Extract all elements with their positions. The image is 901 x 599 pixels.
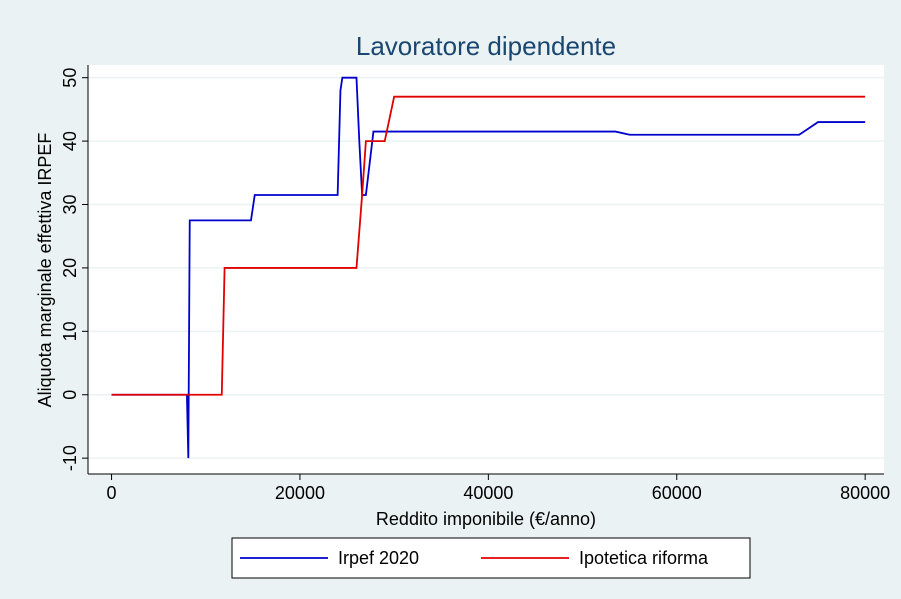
y-tick-label: 30 <box>60 194 80 214</box>
y-tick-label: -10 <box>60 445 80 471</box>
lines <box>111 76 866 459</box>
x-tick-label: 60000 <box>652 483 702 503</box>
y-tick-label: 20 <box>60 258 80 278</box>
chart-title: Lavoratore dipendente <box>356 31 616 61</box>
plot-area <box>88 65 884 474</box>
y-tick-label: 50 <box>60 68 80 88</box>
y-tick-label: 0 <box>60 390 80 400</box>
x-tick-label: 40000 <box>463 483 513 503</box>
series-line <box>111 76 866 459</box>
y-tick-label: 40 <box>60 131 80 151</box>
legend-label: Irpef 2020 <box>338 548 419 568</box>
y-tick-label: 10 <box>60 321 80 341</box>
y-axis-title: Aliquota marginale effettiva IRPEF <box>35 133 55 408</box>
legend-label: Ipotetica riforma <box>579 548 709 568</box>
x-tick-label: 0 <box>107 483 117 503</box>
x-tick-label: 80000 <box>840 483 890 503</box>
x-tick-label: 20000 <box>275 483 325 503</box>
series-line <box>111 95 866 396</box>
x-axis-title: Reddito imponibile (€/anno) <box>376 509 596 529</box>
